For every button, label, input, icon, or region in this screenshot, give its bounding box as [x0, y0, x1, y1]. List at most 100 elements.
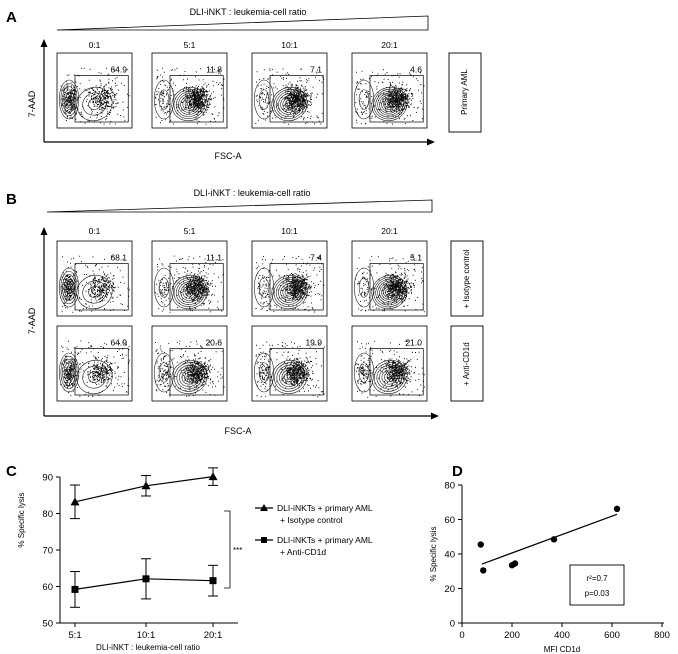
panel-b-flow-plot-r0-0-contour	[76, 274, 113, 310]
panel-b-flow-plot-r0-2-contour	[286, 289, 293, 295]
panel-b-flow-plot-r1-0-contour	[58, 352, 80, 393]
panel-b-flow-plot-r1-2-percent: 19.9	[305, 338, 322, 348]
panel-b-flow-plot-r0-1-contour	[153, 267, 175, 308]
panel-b-flow-plot-r0-1-contour	[182, 285, 197, 299]
panel-a-flow-plot-3-contour	[371, 86, 408, 122]
panel-b-flow-plot-r0-0: 68.1	[56, 240, 133, 317]
panel-b-flow-plot-r1-1-contour	[153, 352, 175, 393]
panel-a-y-label: 7-AAD	[27, 90, 37, 117]
panel-b-flow-plot-r0-3-contour	[379, 282, 400, 302]
panel-b-flow-plot-r0-0-contour	[65, 280, 73, 295]
panel-b-y-label: 7-AAD	[27, 307, 37, 334]
panel-c-significance: ***	[233, 546, 242, 555]
panel-a: A DLI-iNKT : leukemia-cell ratio 7-AAD F…	[6, 7, 482, 161]
panel-d-xtick-label: 200	[504, 630, 520, 641]
panel-b-flow-plot-r1-3-gate	[369, 348, 424, 396]
panel-b-flow-plot-r0-0-contour	[63, 277, 75, 298]
panel-b-flow-plot-r1-0-contour	[88, 371, 101, 383]
panel-b-flow-plot-r0-3-contour	[371, 274, 408, 310]
panel-d-ytick-label: 0	[450, 619, 455, 630]
panel-b-flow-plot-r1-3-contour	[353, 352, 375, 393]
panel-b-flow-plot-r0-1-gate	[169, 263, 224, 311]
panel-b-flow-plot-r0-2-frame	[251, 240, 328, 317]
panel-b-flow-plot-r1-1: 20.6	[151, 325, 228, 402]
panel-b-ratio-wedge	[46, 199, 433, 213]
panel-b-flow-plot-r1-2-contour	[258, 362, 270, 383]
panel-c-legend-text: DLI-iNKTs + primary AML	[277, 535, 373, 545]
panel-b-flow-plot-r0-1-contour	[158, 277, 170, 298]
panel-a-flow-plot-1-gate	[169, 75, 224, 123]
panel-d-ytick-label: 60	[444, 515, 455, 526]
panel-b-x-label: FSC-A	[225, 426, 252, 436]
panel-b-flow-plot-r0-1-frame	[151, 240, 228, 317]
panel-a-flow-plot-2: 7.1	[251, 52, 328, 129]
panel-b-flow-plot-r0-1-contour	[175, 279, 204, 305]
panel-a-condition-primary-aml: Primary AML	[460, 69, 469, 115]
panel-b-flow-plot-r0-0-contour	[82, 280, 107, 304]
panel-b-condition-isotype: + Isotype control	[462, 249, 471, 308]
panel-a-flow-plot-1-contour	[186, 101, 193, 107]
panel-a-flow-plot-3: 4.6	[351, 52, 428, 129]
panel-a-flow-plot-2-contour	[258, 89, 270, 110]
panel-a-ratio-2: 10:1	[281, 40, 298, 50]
panel-a-flow-plot-1: 11.8	[151, 52, 228, 129]
panel-c-label: C	[6, 463, 17, 480]
panel-b-flow-plot-r1-3-contour	[371, 359, 408, 395]
panel-a-x-arrow	[427, 138, 435, 146]
panel-b-flow-plot-r1-1-contour	[184, 371, 195, 383]
panel-a-flow-plot-0-events	[60, 67, 130, 125]
panel-c-ytick-label: 80	[42, 509, 53, 520]
panel-b-flow-plot-r1-2-contour	[276, 364, 303, 390]
panel-b-flow-plot-r0-0-contour	[62, 274, 76, 301]
panel-b-flow-plot-r1-3: 21.0	[351, 325, 428, 402]
panel-b-flow-plot-r1-2-contour	[253, 352, 275, 393]
panel-b-flow-plot-r1-1-contour	[179, 367, 200, 387]
panel-b-flow-plot-r0-2: 7.4	[251, 240, 328, 317]
panel-b-flow-plot-r0-3-gate	[369, 263, 424, 311]
panel-b-flow-plot-r0-2-contour	[280, 283, 299, 301]
panel-b-flow-plot-r0-1-contour	[180, 283, 199, 301]
panel-c-legend-text: DLI-iNKTs + primary AML	[277, 503, 373, 513]
panel-d-point	[550, 536, 558, 543]
panel-b-flow-plot-r1-3-percent: 21.0	[405, 338, 422, 348]
panel-b-flow-plot-r1-0-contour	[82, 365, 107, 389]
panel-b-flow-plot-r0-2-contour	[258, 277, 270, 298]
panel-b-flow-plot-r1-1-contour	[173, 362, 206, 392]
panel-a-flow-plot-2-contour	[253, 79, 275, 120]
panel-b-flow-plot-r0-2-contour	[275, 279, 304, 305]
panel-a-flow-plot-3-percent: 4.6	[410, 65, 422, 75]
panel-b-flow-plot-r1-0-contour	[62, 359, 76, 386]
panel-d-point	[511, 560, 519, 567]
panel-a-ratio-wedge	[56, 15, 429, 31]
panel-c-xtick-label: 5:1	[68, 630, 81, 641]
panel-b-flow-plot-r0-2-contour	[253, 267, 275, 308]
panel-c-point-square	[142, 575, 150, 583]
panel-c-significance-bracket	[224, 510, 231, 589]
panel-d-fit-line	[481, 513, 618, 565]
panel-c-xtick-label: 20:1	[204, 630, 223, 641]
panel-b-flow-plot-r1-3-contour	[386, 374, 393, 380]
panel-d-x-label: MFI CD1d	[544, 645, 580, 654]
panel-a-flow-plot-0-contour	[60, 82, 78, 117]
panel-a-ratio-3: 20:1	[381, 40, 398, 50]
panel-b-flow-plot-r0-1-contour	[178, 281, 201, 303]
panel-a-flow-plot-2-contour	[284, 99, 295, 109]
panel-b-flow-plot-r1-0-contour	[60, 355, 78, 390]
panel-a-flow-plot-2-contour	[278, 93, 301, 115]
panel-b-flow-plot-r0-0-gate	[74, 263, 129, 311]
panel-b-flow-plot-r0-0-contour	[60, 270, 78, 305]
panel-a-flow-plot-1-contour	[153, 79, 175, 120]
panel-a-flow-plot-3-contour	[353, 79, 375, 120]
panel-a-flow-plot-1-events	[155, 67, 225, 125]
panel-b-flow-plot-r0-3-contour	[387, 289, 392, 295]
panel-c-point-triangle	[70, 497, 80, 506]
panel-b-flow-plot-r1-3-contour	[381, 369, 398, 385]
panel-a-flow-plot-1-contour	[173, 89, 206, 119]
panel-c-ytick-label: 50	[42, 619, 53, 630]
panel-b-flow-plot-r0-2-contour	[282, 285, 297, 299]
panel-a-ratio-1: 5:1	[184, 40, 196, 50]
panel-d-ytick-label: 80	[444, 481, 455, 492]
panel-d-ytick-label: 40	[444, 550, 455, 561]
